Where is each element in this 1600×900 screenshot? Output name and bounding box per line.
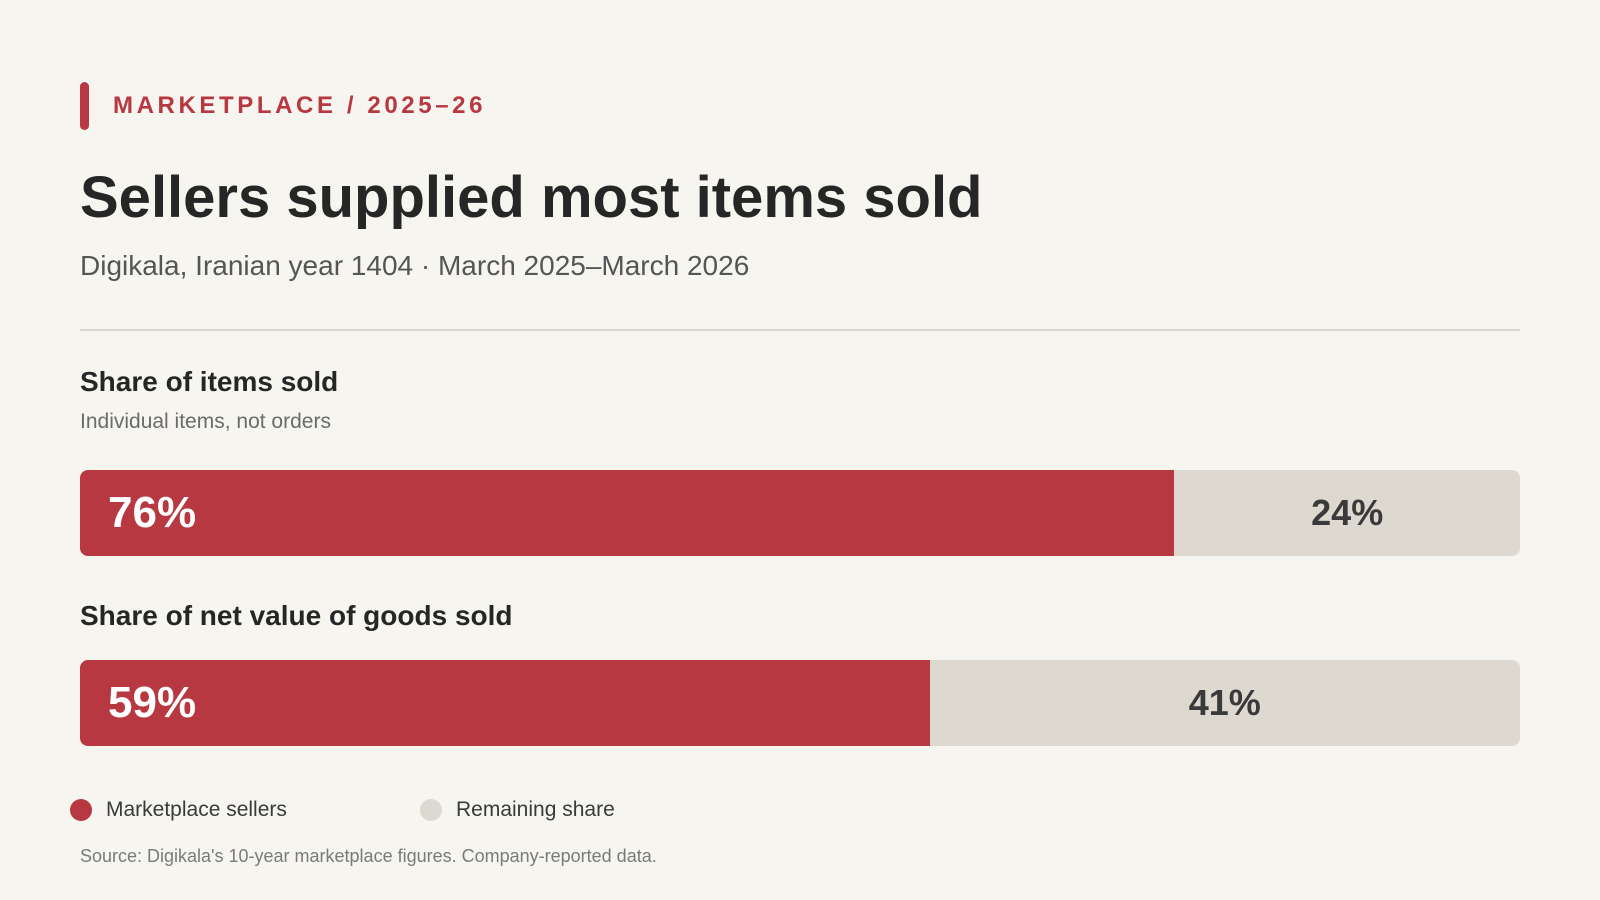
- chart-title: Sellers supplied most items sold: [80, 165, 983, 230]
- bar-value-items-sellers: 76%: [108, 488, 197, 537]
- bar-value-value-remaining: 41%: [1188, 682, 1261, 723]
- bar-track-value: 59% 41%: [80, 660, 1520, 746]
- bar-value-value-sellers: 59%: [108, 678, 197, 727]
- source-note: Source: Digikala's 10-year marketplace f…: [80, 846, 657, 866]
- bar-value-items-remaining: 24%: [1311, 492, 1384, 533]
- legend-item-remaining: Remaining share: [420, 796, 615, 824]
- legend-swatch-remaining: [420, 799, 442, 821]
- chart-subtitle: Digikala, Iranian year 1404 · March 2025…: [80, 250, 750, 281]
- legend-item-sellers: Marketplace sellers: [70, 796, 287, 824]
- header-divider: [80, 329, 1520, 331]
- eyebrow: MARKETPLACE / 2025–26: [80, 82, 486, 130]
- bar-fill-value-sellers: [80, 660, 930, 746]
- eyebrow-label: MARKETPLACE / 2025–26: [113, 92, 487, 119]
- legend-label-sellers: Marketplace sellers: [106, 798, 287, 821]
- legend-label-remaining: Remaining share: [456, 798, 615, 821]
- row-note-items: Individual items, not orders: [80, 410, 331, 433]
- legend-swatch-sellers: [70, 799, 92, 821]
- row-title-items: Share of items sold: [80, 366, 339, 397]
- bar-fill-items-sellers: [80, 470, 1175, 556]
- row-title-value: Share of net value of goods sold: [80, 600, 513, 631]
- eyebrow-accent-bar: [80, 82, 89, 130]
- bar-track-items: 76% 24%: [80, 470, 1520, 556]
